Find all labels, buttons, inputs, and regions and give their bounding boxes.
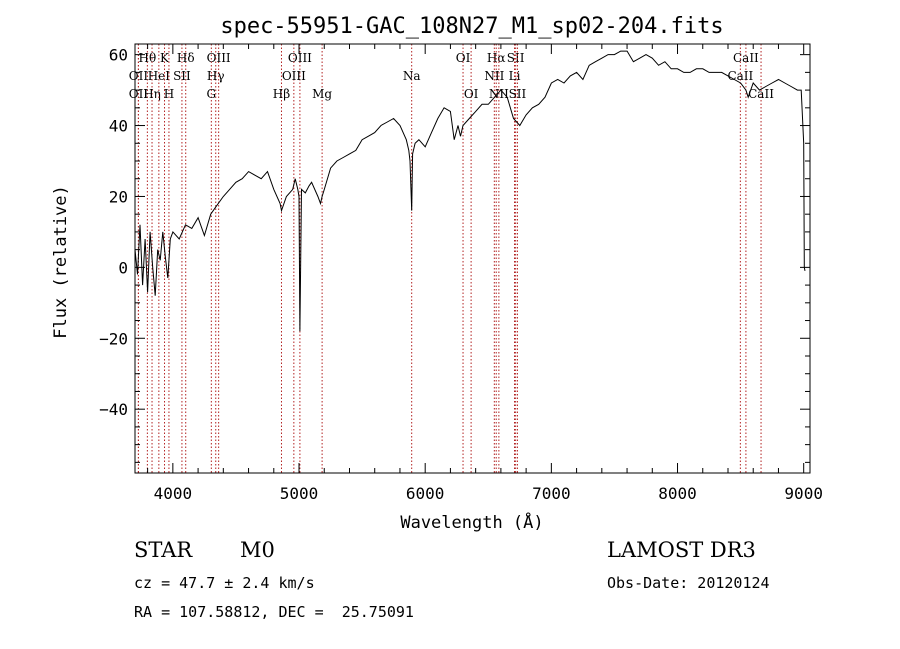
line-label-14: OIII bbox=[282, 69, 306, 83]
survey-name: LAMOST DR3 bbox=[607, 538, 756, 562]
line-label-11: G bbox=[207, 87, 217, 101]
x-tick-label-3: 7000 bbox=[532, 484, 571, 503]
line-label-6: H bbox=[164, 87, 174, 101]
axis-ticks: 4000 5000 6000 7000 8000 9000 −40 −20 0 20 40 60 bbox=[99, 44, 823, 503]
y-tick-label-0: −40 bbox=[99, 400, 128, 419]
line-label-21: NII bbox=[489, 87, 509, 101]
line-label-25: CaII bbox=[733, 51, 759, 65]
line-label-9: OIII bbox=[207, 51, 231, 65]
x-tick-label-0: 4000 bbox=[154, 484, 193, 503]
line-label-2: OII bbox=[129, 87, 149, 101]
line-label-3: Hη bbox=[143, 87, 161, 101]
y-tick-label-3: 20 bbox=[109, 187, 128, 206]
line-label-27: CaII bbox=[748, 87, 774, 101]
line-label-15: Mg bbox=[312, 87, 332, 101]
line-label-26: CaII bbox=[727, 69, 753, 83]
x-tick-label-5: 9000 bbox=[784, 484, 823, 503]
line-label-13: OIII bbox=[288, 51, 312, 65]
line-label-17: OI bbox=[456, 51, 471, 65]
y-tick-label-2: 0 bbox=[118, 258, 128, 277]
line-label-10: Hγ bbox=[207, 69, 225, 83]
coordinates: RA = 107.58812, DEC = 25.75091 bbox=[134, 603, 414, 621]
line-label-8: Hδ bbox=[177, 51, 195, 65]
line-label-23: Li bbox=[509, 69, 521, 83]
x-tick-label-2: 6000 bbox=[406, 484, 445, 503]
y-tick-label-1: −20 bbox=[99, 329, 128, 348]
line-label-20: NII bbox=[484, 69, 504, 83]
series-line-0 bbox=[134, 50, 806, 332]
line-label-22: SII bbox=[507, 51, 525, 65]
chart-title: spec-55951-GAC_108N27_M1_sp02-204.fits bbox=[220, 14, 723, 39]
x-tick-label-4: 8000 bbox=[658, 484, 697, 503]
y-axis-label: Flux (relative) bbox=[51, 185, 71, 339]
line-label-19: Hα bbox=[487, 51, 506, 65]
plot-frame bbox=[134, 43, 811, 474]
line-label-0: Hθ bbox=[139, 51, 157, 65]
y-tick-label-4: 40 bbox=[109, 117, 128, 136]
object-class: STAR bbox=[134, 538, 193, 562]
redshift-velocity: cz = 47.7 ± 2.4 km/s bbox=[134, 574, 315, 592]
line-label-12: Hβ bbox=[273, 87, 290, 101]
line-label-16: Na bbox=[403, 69, 421, 83]
line-label-4: HeI bbox=[148, 69, 171, 83]
series-layer bbox=[134, 50, 806, 332]
line-label-7: SII bbox=[173, 69, 191, 83]
line-label-5: K bbox=[160, 51, 170, 65]
x-tick-label-1: 5000 bbox=[280, 484, 319, 503]
line-label-24: SII bbox=[509, 87, 527, 101]
y-tick-label-5: 60 bbox=[109, 46, 128, 65]
line-label-18: OI bbox=[464, 87, 479, 101]
object-subclass: M0 bbox=[240, 538, 275, 562]
x-axis-label: Wavelength (Å) bbox=[400, 511, 543, 533]
observation-date: Obs-Date: 20120124 bbox=[607, 574, 770, 592]
